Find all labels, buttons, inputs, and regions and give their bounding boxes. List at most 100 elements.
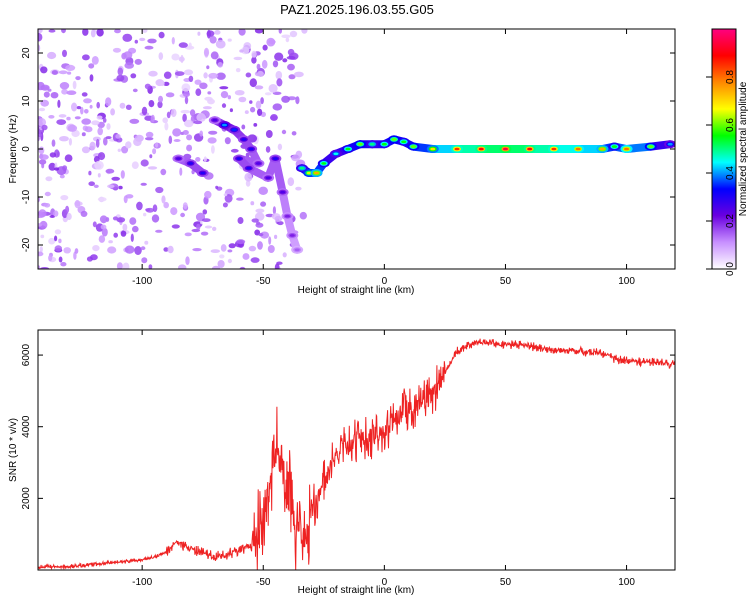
spectrogram-noise-blob (249, 78, 257, 88)
colorbar-tick-label: 0.4 (725, 166, 736, 180)
spectrogram-noise-blob (106, 123, 111, 130)
spectrogram-ridge-core (333, 152, 339, 156)
spectrogram-noise-blob (88, 63, 95, 69)
spectrogram-noise-blob (182, 202, 188, 210)
spectrogram-noise-blob (286, 55, 296, 60)
snr-x-axis-label: Height of straight line (km) (298, 585, 415, 596)
spectrogram-noise-blob (41, 163, 45, 169)
spectrogram-noise-blob (192, 248, 202, 252)
spectrogram-noise-blob (299, 211, 307, 220)
spectrogram-noise-blob (260, 97, 264, 105)
spectrogram-noise-blob (239, 49, 244, 53)
spectrogram-noise-blob (223, 193, 228, 197)
spectrogram-noise-blob (97, 152, 106, 161)
spectrogram-noise-blob (66, 212, 72, 221)
spectrogram-noise-blob (178, 42, 188, 48)
spectrogram-noise-blob (96, 29, 104, 37)
spectrogram-ridge-core (175, 157, 181, 160)
spectrogram-noise-blob (56, 119, 67, 125)
spectrogram-noise-blob (141, 29, 148, 33)
spectrogram-noise-blob (248, 245, 257, 252)
spectrogram-noise-blob (236, 239, 246, 245)
spectrogram-noise-blob (250, 257, 260, 263)
spectrogram-noise-blob (287, 48, 295, 56)
spectrogram-noise-blob (158, 95, 163, 103)
spectrogram-noise-blob (265, 130, 273, 138)
spectrogram-noise-blob (82, 29, 89, 36)
spectrogram-noise-blob (74, 248, 79, 254)
spectrogram-noise-blob (167, 245, 174, 254)
spectrogram-noise-blob (157, 101, 163, 109)
spectrogram-noise-blob (214, 30, 221, 35)
spectrogram-noise-blob (217, 62, 223, 68)
spectrogram-noise-blob (212, 226, 217, 231)
spectrogram-noise-blob (211, 265, 221, 269)
spectrogram-noise-blob (202, 218, 211, 223)
spectrogram-noise-blob (183, 91, 190, 97)
spectrogram-noise-blob (116, 262, 123, 269)
spectrogram-noise-blob (196, 223, 201, 231)
spectrogram-noise-blob (122, 223, 128, 232)
spectrogram-noise-blob (255, 208, 265, 213)
spectrogram-noise-blob (253, 123, 258, 127)
spectrogram-noise-blob (179, 167, 183, 176)
spectrogram-noise-blob (206, 65, 210, 70)
spectrogram-noise-blob (150, 114, 155, 123)
spectrogram-x-ticks: -100 -50 0 50 100 (132, 29, 635, 287)
spectrogram-noise-blob (97, 197, 107, 202)
spectrogram-noise-blob (166, 111, 171, 119)
spectrogram-noise-blob (65, 64, 76, 71)
spectrogram-noise-blob (74, 200, 81, 209)
spectrogram-noise-blob (162, 117, 168, 124)
spectrogram-noise-blob (114, 29, 121, 34)
spectrogram-noise-blob (81, 118, 91, 125)
spectrogram-noise-blob (61, 88, 68, 95)
spectrogram-noise-blob (98, 235, 106, 243)
spectrogram-noise-blob (94, 160, 104, 170)
spectrogram-noise-blob (203, 156, 207, 162)
spectrogram-noise-blob (50, 92, 59, 99)
spectrogram-noise-blob (174, 71, 185, 76)
spectrogram-noise-blob (124, 245, 135, 254)
spectrogram-noise-blob (133, 137, 142, 147)
spectrogram-noise-blob (165, 92, 175, 98)
spectrogram-noise-blob (197, 31, 201, 36)
spectrogram-noise-blob (39, 246, 43, 253)
spectrogram-noise-blob (155, 229, 163, 233)
spectrogram-noise-blob (276, 78, 283, 87)
spectrogram-noise-blob (227, 95, 231, 100)
spectrogram-noise-blob (58, 114, 67, 118)
x-tick-label: 50 (500, 577, 512, 588)
spectrogram-noise-blob (251, 50, 257, 58)
spectrogram-noise-blob (141, 257, 148, 264)
spectrogram-noise-blob (178, 264, 187, 269)
y-tick-label: -10 (21, 189, 32, 204)
spectrogram-noise-blob (89, 74, 94, 82)
spectrogram-noise-blob (227, 38, 232, 42)
spectrogram-noise-blob (228, 243, 236, 249)
y-tick-label: 20 (21, 47, 32, 59)
colorbar-tick-label: 0.6 (725, 118, 736, 132)
spectrogram-noise-blob (245, 72, 252, 78)
spectrogram-noise-blob (189, 109, 196, 117)
spectrogram-ridge-halo (278, 188, 292, 221)
spectrogram-noise-blob (130, 233, 134, 242)
spectrogram-ridge-core (246, 166, 252, 170)
spectrogram-noise-blob (38, 196, 41, 203)
spectrogram-ridge-core (306, 171, 312, 175)
spectrogram-noise-blob (155, 186, 164, 194)
spectrogram-noise-blob (184, 119, 194, 128)
spectrogram-noise-blob (301, 29, 308, 34)
spectrogram-noise-blob (277, 143, 283, 151)
spectrogram-noise-blob (245, 180, 251, 187)
spectrogram-noise-blob (274, 52, 284, 61)
spectrogram-noise-blob (89, 104, 93, 109)
x-tick-label: 100 (618, 577, 635, 588)
spectrogram-ridge (172, 116, 675, 254)
spectrogram-noise-blob (58, 256, 63, 263)
spectrogram-ridge-core (454, 147, 460, 151)
spectrogram-noise-blob (171, 224, 180, 229)
spectrogram-noise-blob (250, 201, 255, 206)
spectrogram-noise-blob (233, 56, 243, 61)
